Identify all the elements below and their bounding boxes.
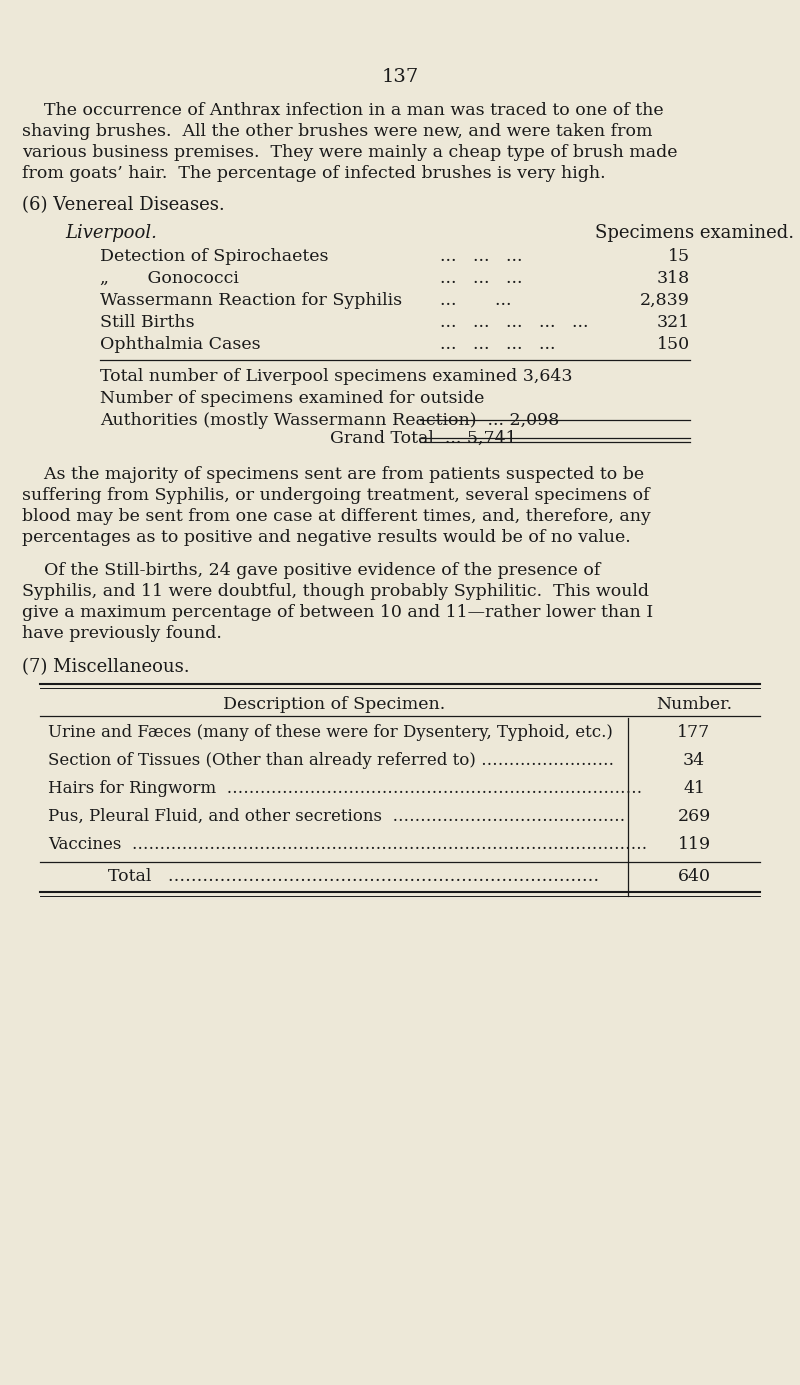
Text: „       Gonococci: „ Gonococci — [100, 270, 239, 287]
Text: ...   ...   ...   ...   ...: ... ... ... ... ... — [440, 314, 589, 331]
Text: 15: 15 — [668, 248, 690, 265]
Text: Syphilis, and 11 were doubtful, though probably Syphilitic.  This would: Syphilis, and 11 were doubtful, though p… — [22, 583, 649, 600]
Text: Number of specimens examined for outside: Number of specimens examined for outside — [100, 391, 484, 407]
Text: ...   ...   ...: ... ... ... — [440, 270, 522, 287]
Text: ...       ...: ... ... — [440, 292, 511, 309]
Text: Urine and Fæces (many of these were for Dysentery, Typhoid, etc.): Urine and Fæces (many of these were for … — [48, 724, 613, 741]
Text: 321: 321 — [657, 314, 690, 331]
Text: 41: 41 — [683, 780, 705, 796]
Text: Pus, Pleural Fluid, and other secretions  ……………………………………: Pus, Pleural Fluid, and other secretions… — [48, 807, 626, 825]
Text: 640: 640 — [678, 868, 710, 885]
Text: Number.: Number. — [656, 697, 732, 713]
Text: Total   …………………………………………………………………: Total ………………………………………………………………… — [109, 868, 599, 885]
Text: ...   ...   ...: ... ... ... — [440, 248, 522, 265]
Text: 269: 269 — [678, 807, 710, 825]
Text: 34: 34 — [683, 752, 705, 769]
Text: various business premises.  They were mainly a cheap type of brush made: various business premises. They were mai… — [22, 144, 678, 161]
Text: Specimens examined.: Specimens examined. — [595, 224, 794, 242]
Text: suffering from Syphilis, or undergoing treatment, several specimens of: suffering from Syphilis, or undergoing t… — [22, 488, 650, 504]
Text: 318: 318 — [657, 270, 690, 287]
Text: 137: 137 — [382, 68, 418, 86]
Text: (7) Miscellaneous.: (7) Miscellaneous. — [22, 658, 190, 676]
Text: 177: 177 — [678, 724, 710, 741]
Text: Section of Tissues (Other than already referred to) ……………………: Section of Tissues (Other than already r… — [48, 752, 614, 769]
Text: Grand Total  ... 5,741: Grand Total ... 5,741 — [330, 429, 517, 447]
Text: Of the Still-births, 24 gave positive evidence of the presence of: Of the Still-births, 24 gave positive ev… — [22, 562, 600, 579]
Text: Vaccines  …………………………………………………………………………………: Vaccines ………………………………………………………………………………… — [48, 837, 647, 853]
Text: Detection of Spirochaetes: Detection of Spirochaetes — [100, 248, 329, 265]
Text: shaving brushes.  All the other brushes were new, and were taken from: shaving brushes. All the other brushes w… — [22, 123, 653, 140]
Text: have previously found.: have previously found. — [22, 625, 222, 643]
Text: Hairs for Ringworm  …………………………………………………………………: Hairs for Ringworm ………………………………………………………… — [48, 780, 642, 796]
Text: 2,839: 2,839 — [640, 292, 690, 309]
Text: ...   ...   ...   ...: ... ... ... ... — [440, 337, 555, 353]
Text: (6) Venereal Diseases.: (6) Venereal Diseases. — [22, 197, 225, 215]
Text: As the majority of specimens sent are from patients suspected to be: As the majority of specimens sent are fr… — [22, 465, 644, 483]
Text: Still Births: Still Births — [100, 314, 194, 331]
Text: Total number of Liverpool specimens examined 3,643: Total number of Liverpool specimens exam… — [100, 368, 573, 385]
Text: from goats’ hair.  The percentage of infected brushes is very high.: from goats’ hair. The percentage of infe… — [22, 165, 606, 181]
Text: Description of Specimen.: Description of Specimen. — [223, 697, 445, 713]
Text: 119: 119 — [678, 837, 710, 853]
Text: Liverpool.: Liverpool. — [65, 224, 157, 242]
Text: Ophthalmia Cases: Ophthalmia Cases — [100, 337, 261, 353]
Text: percentages as to positive and negative results would be of no value.: percentages as to positive and negative … — [22, 529, 630, 546]
Text: give a maximum percentage of between 10 and 11—rather lower than I: give a maximum percentage of between 10 … — [22, 604, 654, 620]
Text: Wassermann Reaction for Syphilis: Wassermann Reaction for Syphilis — [100, 292, 402, 309]
Text: 150: 150 — [657, 337, 690, 353]
Text: Authorities (mostly Wassermann Reaction)  ... 2,098: Authorities (mostly Wassermann Reaction)… — [100, 411, 559, 429]
Text: blood may be sent from one case at different times, and, therefore, any: blood may be sent from one case at diffe… — [22, 508, 651, 525]
Text: The occurrence of Anthrax infection in a man was traced to one of the: The occurrence of Anthrax infection in a… — [22, 102, 664, 119]
